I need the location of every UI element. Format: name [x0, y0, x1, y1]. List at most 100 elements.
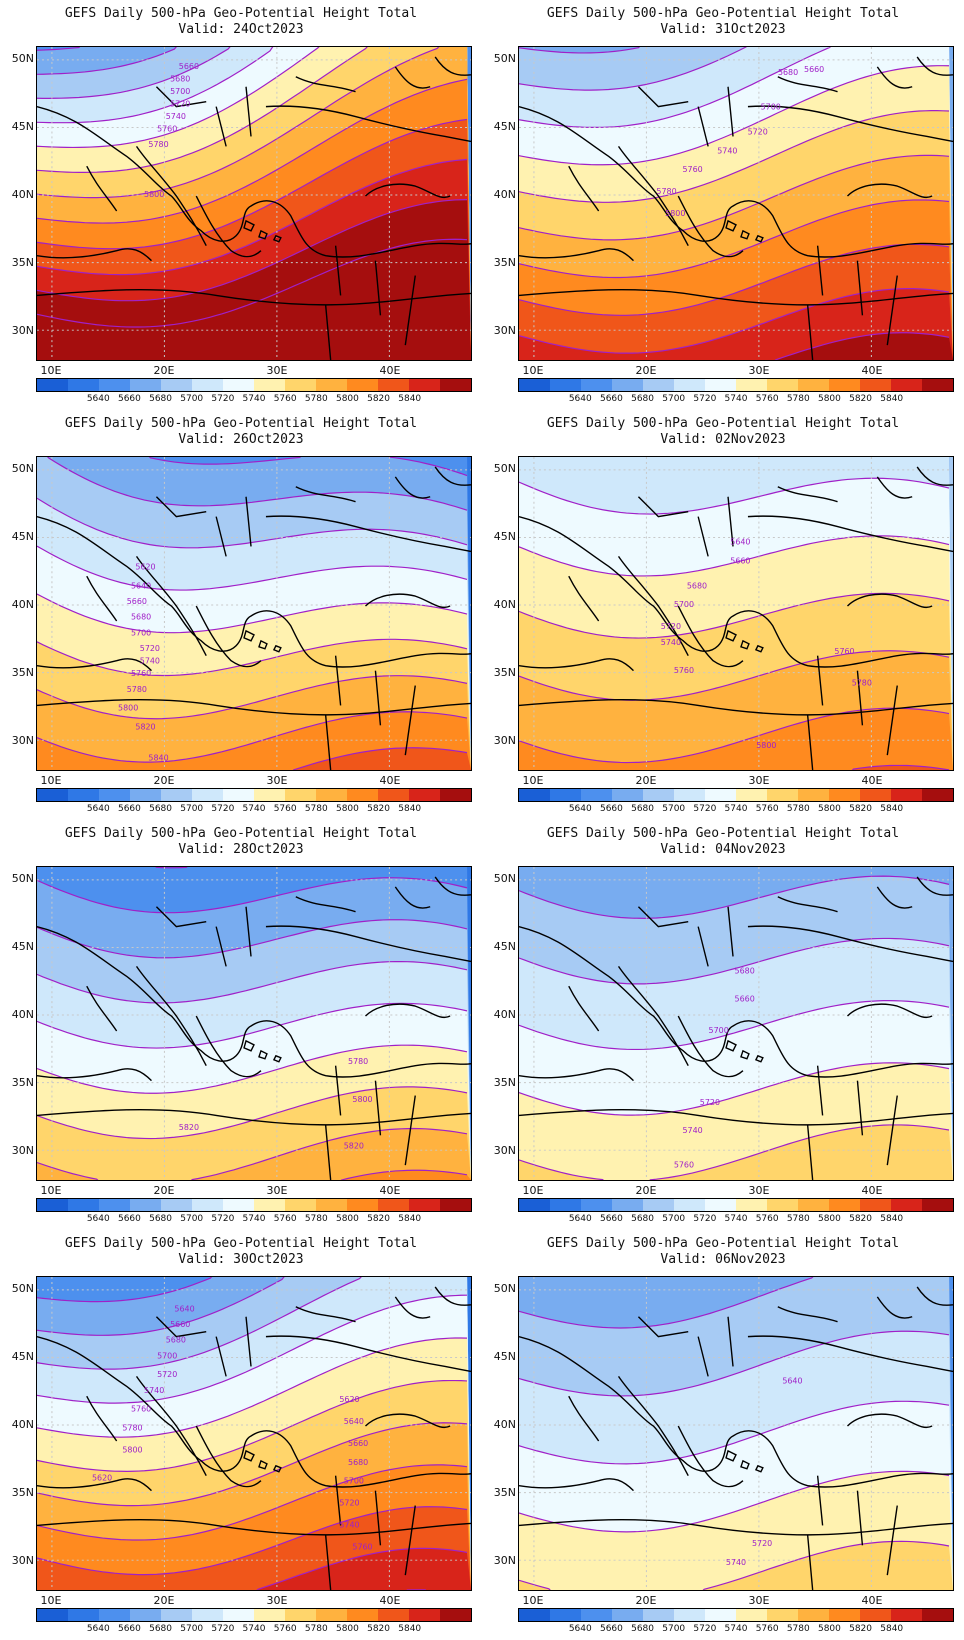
colorbar-swatch [736, 1609, 767, 1621]
lat-tick-label: 40N [11, 598, 34, 611]
colorbar-swatch [674, 1609, 705, 1621]
colorbar-label: 5680 [631, 1624, 655, 1634]
colorbar-swatch [519, 1199, 550, 1211]
lat-tick-label: 30N [493, 734, 516, 747]
colorbar-swatch [767, 379, 798, 391]
colorbar-swatch [581, 789, 612, 801]
colorbar-swatch [829, 1609, 860, 1621]
colorbar-swatch [192, 1609, 223, 1621]
height-contour [256, 1547, 468, 1590]
colorbar-swatch [378, 1609, 409, 1621]
colorbar-swatch [99, 1199, 130, 1211]
height-contour [519, 199, 950, 279]
lon-tick-label: 10E [522, 1184, 544, 1197]
height-contour [37, 1506, 468, 1576]
colorbar-swatch [68, 789, 99, 801]
colorbar-label: 5640 [86, 1624, 110, 1634]
coastline [806, 655, 898, 770]
lon-tick-label: 20E [153, 1594, 175, 1607]
colorbar-swatch [409, 379, 440, 391]
contour-value-label: 5720 [661, 622, 681, 631]
colorbar-swatch [440, 1609, 471, 1621]
colorbar-label: 5660 [117, 1624, 141, 1634]
colorbar-swatch [37, 789, 68, 801]
colorbar [518, 1608, 954, 1622]
contour-value-label: 5820 [135, 722, 155, 731]
map-panel: GEFS Daily 500-hPa Geo-Potential Height … [482, 1230, 964, 1640]
colorbar-label: 5720 [693, 804, 717, 814]
contour-value-label: 5680 [170, 74, 190, 83]
height-contour [37, 1127, 468, 1180]
panel-title: GEFS Daily 500-hPa Geo-Potential Height … [64, 416, 418, 431]
colorbar-swatch [674, 789, 705, 801]
coastline [243, 219, 282, 243]
colorbar-swatch [285, 379, 316, 391]
coastline [806, 245, 898, 360]
colorbar-label: 5780 [304, 1214, 328, 1224]
contour-value-label: 5720 [700, 1098, 720, 1107]
lat-tick-label: 40N [493, 598, 516, 611]
contour-value-label: 5760 [674, 666, 694, 675]
colorbar-label: 5660 [599, 804, 623, 814]
height-contour [340, 1169, 468, 1180]
coastline [617, 965, 689, 1067]
colorbar-label: 5700 [180, 394, 204, 404]
colorbar-swatch [798, 1609, 829, 1621]
colorbar-label: 5700 [662, 1214, 686, 1224]
colorbar-label: 5760 [273, 804, 297, 814]
colorbar-swatch [192, 1199, 223, 1211]
colorbar-label: 5800 [335, 1214, 359, 1224]
colorbar-swatch [440, 379, 471, 391]
colorbar-label: 5820 [367, 804, 391, 814]
lat-tick-label: 45N [493, 120, 516, 133]
height-contour [519, 1124, 950, 1180]
colorbar-swatch [130, 379, 161, 391]
colorbar-label: 5740 [242, 1624, 266, 1634]
contour-value-label: 5780 [348, 1057, 368, 1066]
colorbar-swatch [378, 379, 409, 391]
lon-tick-label: 10E [522, 1594, 544, 1607]
colorbar-swatch [223, 379, 254, 391]
coastline [677, 1425, 744, 1488]
panel-valid-date: Valid: 04Nov2023 [660, 842, 786, 857]
height-contour [519, 1400, 950, 1465]
coastline [725, 629, 764, 653]
contour-value-label: 5800 [122, 1445, 142, 1454]
coastline [265, 1335, 471, 1373]
lat-tick-label: 40N [11, 1418, 34, 1431]
colorbar-swatch [347, 379, 378, 391]
lat-tick-label: 35N [493, 666, 516, 679]
colorbar-swatch [705, 789, 736, 801]
height-contour [37, 593, 468, 634]
colorbar [36, 378, 472, 392]
map-panel: GEFS Daily 500-hPa Geo-Potential Height … [482, 0, 964, 410]
lon-tick-label: 20E [635, 774, 657, 787]
colorbar-label: 5800 [335, 394, 359, 404]
coastline [37, 105, 471, 258]
contour-value-label: 5740 [166, 112, 186, 121]
lon-tick-label: 10E [40, 774, 62, 787]
contour-value-label: 5760 [682, 165, 702, 174]
map-panel: GEFS Daily 500-hPa Geo-Potential Height … [482, 820, 964, 1230]
panel-valid-date: Valid: 24Oct2023 [178, 22, 304, 37]
lon-tick-label: 40E [861, 1184, 883, 1197]
colorbar-swatch [37, 1199, 68, 1211]
colorbar-label: 5740 [242, 394, 266, 404]
coastline [677, 195, 744, 258]
lat-tick-label: 35N [11, 1486, 34, 1499]
colorbar-label: 5700 [180, 1214, 204, 1224]
height-contour [519, 288, 950, 354]
colorbar-swatch [316, 789, 347, 801]
map-panel: GEFS Daily 500-hPa Geo-Potential Height … [0, 1230, 482, 1640]
contour-value-label: 5680 [735, 966, 755, 975]
colorbar-label: 5780 [786, 394, 810, 404]
band-fill [519, 1541, 953, 1590]
colorbar-label: 5780 [304, 804, 328, 814]
colorbar-swatch [550, 379, 581, 391]
lat-tick-label: 50N [493, 52, 516, 65]
coastline [135, 145, 207, 247]
coastline [519, 515, 953, 668]
colorbar-label: 5680 [631, 394, 655, 404]
colorbar-label: 5780 [304, 1624, 328, 1634]
lon-tick-label: 40E [861, 364, 883, 377]
